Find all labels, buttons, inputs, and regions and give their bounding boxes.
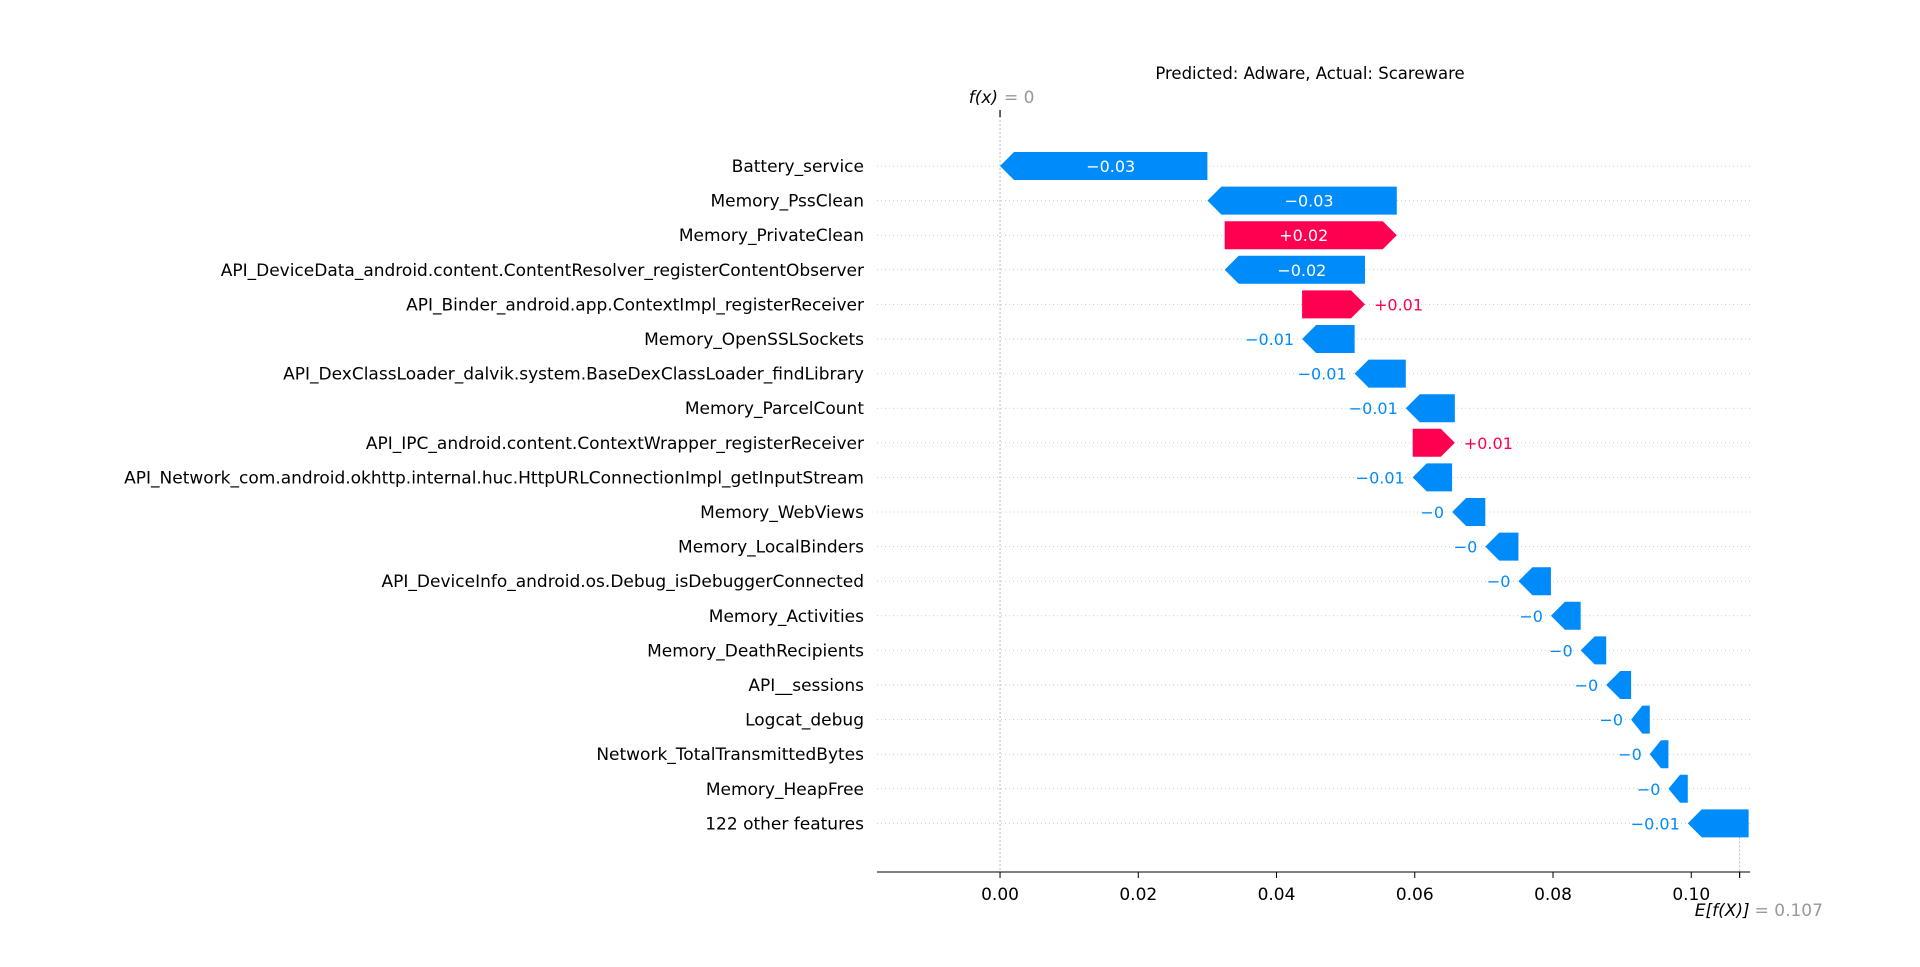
bar-value-label: −0	[1618, 745, 1642, 764]
feature-label: Memory_LocalBinders	[678, 538, 864, 558]
feature-label: Battery_service	[732, 157, 864, 177]
bar-negative	[1580, 636, 1607, 665]
bar-value-label: −0	[1549, 641, 1573, 660]
bar-value-label: −0.03	[1086, 157, 1135, 176]
feature-label: Memory_OpenSSLSockets	[644, 330, 864, 350]
bar-value-label: −0	[1519, 607, 1543, 626]
x-tick-label: 0.04	[1258, 885, 1296, 905]
bar-negative	[1518, 567, 1551, 596]
feature-label: API__sessions	[748, 676, 864, 696]
bar-negative	[1412, 463, 1453, 492]
bar-negative	[1687, 809, 1749, 838]
bar-value-label: −0.02	[1277, 261, 1326, 280]
bar-negative	[1452, 498, 1486, 526]
fx-label: f(x)	[969, 88, 998, 108]
feature-label: Logcat_debug	[745, 711, 864, 731]
bar-value-label: −0.01	[1631, 814, 1680, 833]
bar-negative	[1207, 186, 1397, 215]
feature-label: Network_TotalTransmittedBytes	[596, 745, 864, 765]
feature-label: Memory_PrivateClean	[679, 226, 864, 246]
bar-negative	[1405, 394, 1455, 423]
bar-negative	[1668, 774, 1688, 803]
efx-label: E[f(X)]	[1695, 901, 1750, 921]
feature-label: Memory_PssClean	[710, 192, 864, 212]
bar-value-label: −0	[1454, 538, 1478, 557]
bar-value-label: −0.01	[1349, 399, 1398, 418]
bar-value-label: −0.01	[1356, 468, 1405, 487]
feature-label: Memory_HeapFree	[706, 780, 864, 800]
feature-label: 122 other features	[705, 814, 864, 834]
bar-value-label: −0	[1600, 711, 1624, 730]
bar-negative	[1485, 532, 1519, 561]
bar-negative	[1302, 325, 1355, 353]
bar-value-label: +0.01	[1374, 295, 1423, 314]
bar-value-label: +0.02	[1279, 226, 1328, 245]
bar-negative	[1550, 601, 1581, 630]
bar-value-label: −0.01	[1298, 365, 1347, 384]
feature-label: Memory_Activities	[709, 607, 864, 627]
x-tick-label: 0.02	[1119, 885, 1157, 905]
x-tick-label: 0.08	[1534, 885, 1572, 905]
x-tick-label: 0.06	[1396, 885, 1434, 905]
efx-value: = 0.107	[1755, 901, 1823, 921]
bar-negative	[1631, 705, 1650, 734]
bar-negative	[1224, 255, 1365, 284]
feature-label: Memory_DeathRecipients	[647, 641, 864, 661]
bar-value-label: −0	[1420, 503, 1444, 522]
bar-value-label: +0.01	[1464, 434, 1513, 453]
bar-positive	[1302, 290, 1365, 319]
fx-value: = 0	[1004, 88, 1034, 108]
feature-label: API_DexClassLoader_dalvik.system.BaseDex…	[283, 365, 864, 385]
feature-label: API_DeviceInfo_android.os.Debug_isDebugg…	[382, 572, 864, 592]
bar-negative	[1606, 671, 1632, 699]
feature-labels: Battery_service Memory_PssClean Memory_Pri…	[124, 157, 864, 834]
fx-marker: f(x) = 0	[969, 88, 1035, 117]
feature-label: Memory_ParcelCount	[685, 399, 865, 419]
bar-value-label: −0	[1637, 780, 1661, 799]
feature-label: API_Network_com.android.okhttp.internal.…	[124, 468, 864, 488]
bar-positive	[1224, 221, 1397, 250]
chart-title: Predicted: Adware, Actual: Scareware	[1155, 64, 1464, 83]
x-tick-label: 0.10	[1672, 885, 1710, 905]
efx-marker: E[f(X)] = 0.107	[1695, 872, 1823, 921]
bar-negative	[1354, 359, 1406, 388]
feature-label: API_IPC_android.content.ContextWrapper_r…	[366, 434, 864, 454]
x-tick-label: 0.00	[981, 885, 1019, 905]
feature-label: API_Binder_android.app.ContextImpl_regis…	[406, 295, 864, 315]
bar-positive	[1412, 428, 1455, 457]
bar-value-label: −0	[1575, 676, 1599, 695]
bar-value-label: −0.01	[1245, 330, 1294, 349]
bar-value-label: −0	[1487, 572, 1511, 591]
bars: −0.03−0.03+0.02−0.02+0.01−0.01−0.01−0.01…	[1000, 152, 1749, 838]
feature-label: API_DeviceData_android.content.ContentRe…	[221, 261, 864, 281]
bar-value-label: −0.03	[1285, 192, 1334, 211]
feature-label: Memory_WebViews	[700, 503, 864, 523]
bar-negative	[1000, 152, 1208, 180]
x-axis: 0.00 0.02 0.04 0.06 0.08 0.10	[877, 871, 1750, 905]
bar-negative	[1649, 740, 1669, 769]
